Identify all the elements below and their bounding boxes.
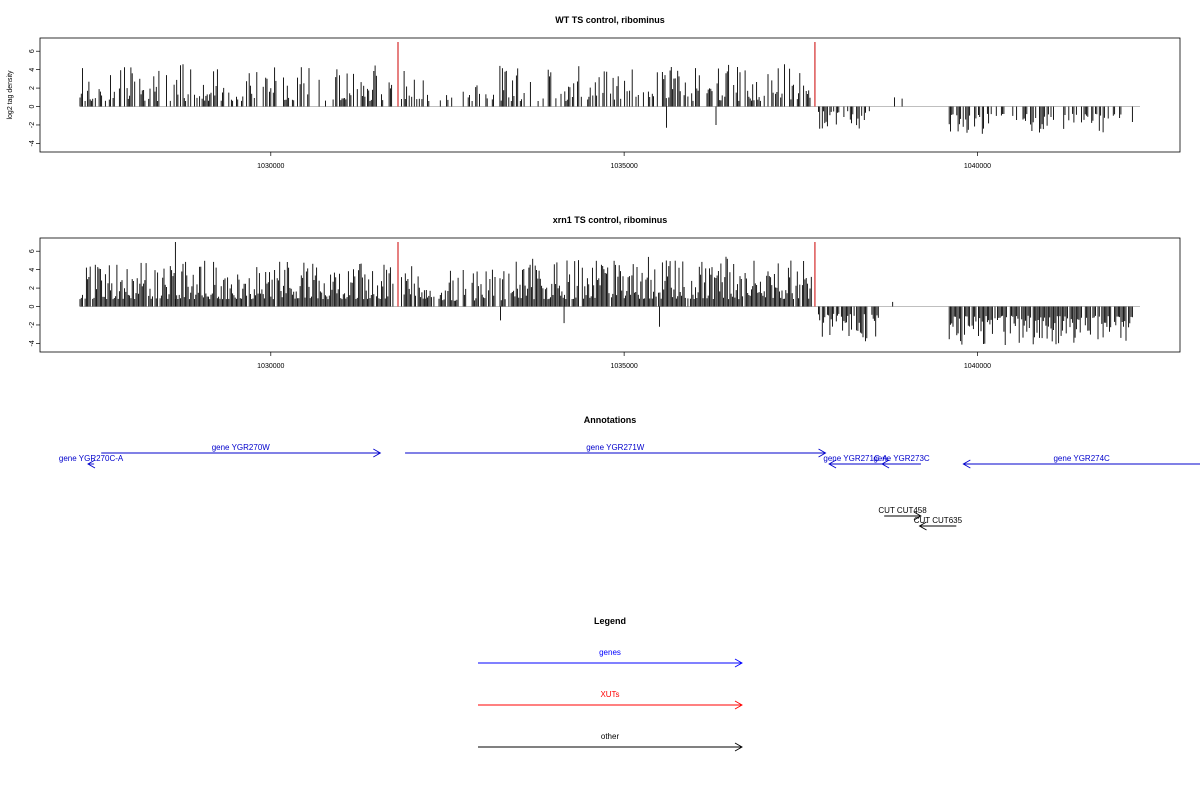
annotation-label: gene YGR273C — [873, 454, 930, 463]
xrn1-xtick-label: 1030000 — [257, 363, 284, 370]
xrn1-xtick-label: 1040000 — [964, 363, 991, 370]
wt-track-title: WT TS control, ribominus — [555, 15, 665, 25]
xrn1-track-bars — [79, 242, 1140, 345]
wt-track-bars — [79, 42, 1140, 134]
legend-title: Legend — [594, 616, 626, 626]
wt-track-x-axis: 1030000 1035000 1040000 — [257, 152, 991, 170]
annotation-arrowhead — [818, 448, 827, 458]
annotation-feature: gene YGR271C-A — [823, 454, 888, 469]
xrn1-track-title: xrn1 TS control, ribominus — [553, 215, 668, 225]
xrn1-xtick-label: 1035000 — [611, 363, 638, 370]
annotation-label: CUT CUT458 — [878, 506, 927, 515]
annotation-label: gene YGR274C — [1053, 454, 1110, 463]
wt-ytick-label: 4 — [29, 68, 36, 72]
wt-ytick-label: -2 — [29, 122, 36, 128]
xrn1-ytick-label: -2 — [29, 322, 36, 328]
legend-label: other — [601, 732, 620, 741]
annotation-arrowhead — [881, 459, 890, 469]
xrn1-track-panel: xrn1 TS control, ribominus -4 -2 0 2 4 6 1030… — [29, 215, 1181, 370]
annotation-feature: gene YGR271W — [405, 443, 827, 458]
legend-item: genes — [478, 648, 743, 668]
annotation-feature: gene YGR270C-A — [59, 454, 124, 469]
annotation-label: gene YGR270W — [212, 443, 271, 452]
annotation-feature: CUT CUT635 — [914, 516, 963, 531]
wt-ytick-label: 0 — [29, 104, 36, 108]
wt-track-y-axis: -4 -2 0 2 4 6 — [29, 49, 40, 147]
legend-item: XUTs — [478, 690, 743, 710]
annotations-title: Annotations — [584, 415, 637, 425]
annotation-feature: gene YGR274C — [962, 454, 1200, 469]
annotation-feature: CUT CUT458 — [878, 506, 927, 521]
wt-xtick-label: 1035000 — [611, 163, 638, 170]
legend-label: XUTs — [600, 690, 619, 699]
xrn1-ytick-label: 6 — [29, 249, 36, 253]
annotation-label: CUT CUT635 — [914, 516, 963, 525]
annotation-arrowhead — [373, 448, 382, 458]
annotation-label: gene YGR271W — [586, 443, 645, 452]
wt-track-frame — [39, 37, 1181, 153]
annotation-feature: gene YGR270W — [101, 443, 382, 458]
wt-ytick-label: -4 — [29, 140, 36, 146]
annotation-label: gene YGR271C-A — [823, 454, 888, 463]
legend-panel: Legend genes XUTs other — [478, 616, 743, 752]
wt-ytick-label: 6 — [29, 49, 36, 53]
annotation-label: gene YGR270C-A — [59, 454, 124, 463]
xrn1-ytick-label: 4 — [29, 268, 36, 272]
wt-track-ylabel: log2 tag density — [7, 70, 14, 120]
xrn1-ytick-label: 2 — [29, 286, 36, 290]
xrn1-track-frame — [39, 237, 1181, 353]
wt-ytick-label: 2 — [29, 86, 36, 90]
annotation-feature: gene YGR273C — [873, 454, 930, 469]
wt-track-panel: WT TS control, ribominus log2 tag densit… — [7, 15, 1181, 170]
xrn1-track-y-axis: -4 -2 0 2 4 6 — [29, 249, 40, 347]
annotation-arrowhead — [913, 511, 922, 521]
annotation-arrowhead — [918, 521, 927, 531]
annotation-arrowhead — [962, 459, 971, 469]
legend-label: genes — [599, 648, 621, 657]
annotation-arrowhead — [828, 459, 837, 469]
legend-arrowhead — [734, 742, 743, 752]
legend-arrowhead — [734, 700, 743, 710]
annotation-features: gene YGR270C-A gene YGR270W gene YGR271W ge… — [59, 443, 1200, 531]
annotation-arrowhead — [87, 459, 96, 469]
xrn1-ytick-label: 0 — [29, 304, 36, 308]
wt-xtick-label: 1040000 — [964, 163, 991, 170]
legend-arrowhead — [734, 658, 743, 668]
legend-item: other — [478, 732, 743, 752]
wt-xtick-label: 1030000 — [257, 163, 284, 170]
legend-items: genes XUTs other — [478, 648, 743, 752]
xrn1-track-x-axis: 1030000 1035000 1040000 — [257, 352, 991, 370]
xrn1-ytick-label: -4 — [29, 340, 36, 346]
